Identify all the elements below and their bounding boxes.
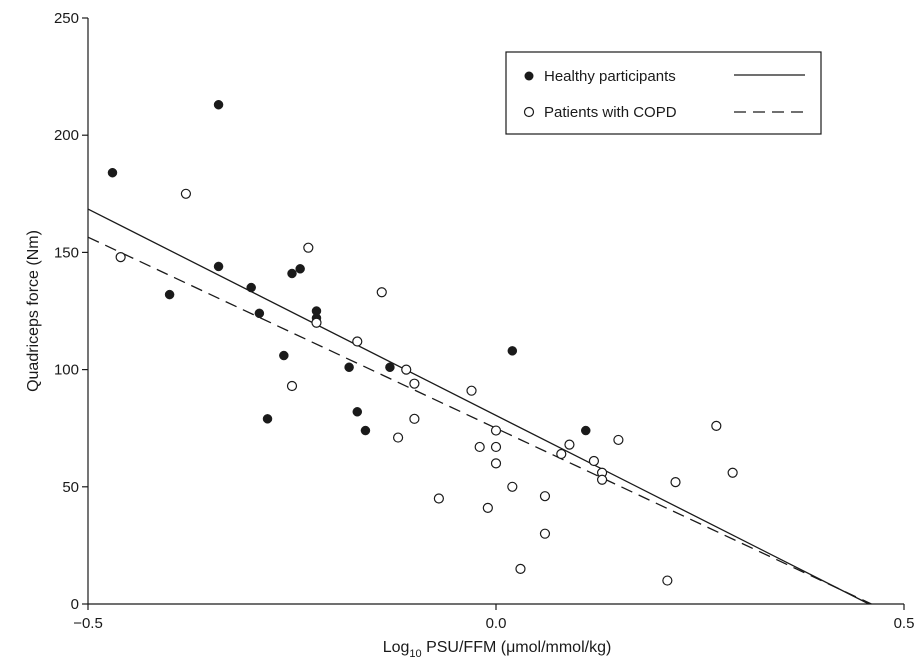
healthy-point	[352, 407, 363, 417]
y-tick-label: 150	[54, 244, 79, 261]
healthy-point	[295, 264, 305, 274]
copd-point	[409, 413, 420, 424]
y-axis-ticks: 0 50 100 150 200 250	[54, 10, 88, 613]
y-tick-label: 0	[71, 596, 79, 613]
y-tick-label: 200	[54, 127, 79, 144]
legend-copd-marker	[523, 106, 535, 118]
x-axis-title-prefix: Log	[383, 639, 410, 656]
healthy-point	[581, 425, 591, 436]
copd-point	[507, 481, 518, 492]
legend-box	[505, 51, 822, 135]
healthy-point	[107, 167, 118, 178]
legend-copd-label: Patients with COPD	[544, 104, 677, 121]
copd-point	[352, 336, 363, 347]
copd-point	[392, 432, 404, 443]
copd-point	[311, 317, 322, 328]
copd-point	[588, 455, 600, 467]
x-axis-ticks: −0.5 0.0 0.5	[73, 604, 914, 632]
healthy-point	[254, 308, 265, 319]
healthy-point	[385, 362, 395, 373]
x-tick-label: 0.0	[486, 615, 507, 632]
copd-point	[515, 563, 526, 574]
y-tick-label: 250	[54, 10, 79, 27]
copd-point	[711, 420, 722, 431]
copd-point	[613, 434, 624, 446]
copd-point	[286, 380, 298, 392]
copd-point	[539, 491, 551, 502]
healthy-point	[344, 362, 354, 373]
x-axis-title-suffix: PSU/FFM (μmol/mmol/kg)	[422, 639, 612, 656]
copd-point	[662, 575, 673, 586]
healthy-point	[213, 261, 224, 272]
x-axis-title: Log10 PSU/FFM (μmol/mmol/kg)	[383, 639, 612, 660]
y-axis-title: Quadriceps force (Nm)	[25, 230, 42, 392]
copd-point	[180, 188, 192, 199]
healthy-point	[287, 268, 297, 279]
healthy-point	[262, 414, 273, 424]
copd-point	[490, 425, 502, 436]
data-points	[107, 99, 738, 586]
y-tick-label: 50	[62, 479, 79, 496]
copd-point	[474, 441, 485, 453]
plot-area: 0 50 100 150 200 250 −0.5 0.0 0.5	[54, 10, 914, 632]
legend-healthy-marker	[524, 71, 534, 81]
copd-point	[482, 502, 493, 513]
healthy-point	[164, 289, 175, 300]
copd-point	[401, 364, 412, 375]
x-tick-label: 0.5	[894, 615, 914, 632]
healthy-fit-line	[87, 208, 870, 605]
copd-point	[303, 242, 314, 253]
healthy-point	[360, 425, 371, 436]
copd-point	[490, 458, 502, 469]
copd-point	[556, 448, 567, 460]
copd-point	[539, 528, 551, 539]
copd-point	[409, 378, 420, 389]
x-axis-title-subscript: 10	[409, 648, 421, 660]
healthy-point	[279, 350, 289, 361]
copd-point	[596, 474, 608, 485]
regression-lines	[87, 208, 872, 605]
copd-fit-line	[87, 236, 872, 605]
copd-point	[433, 493, 444, 504]
copd-point	[115, 251, 126, 263]
x-tick-label: −0.5	[73, 615, 103, 632]
y-tick-label: 100	[54, 362, 79, 379]
copd-point	[564, 439, 575, 450]
copd-point	[466, 385, 477, 396]
healthy-point	[246, 282, 256, 293]
healthy-point	[507, 346, 518, 356]
copd-point	[376, 287, 387, 298]
copd-point	[670, 477, 681, 488]
copd-point	[727, 467, 738, 478]
legend-healthy-label: Healthy participants	[544, 68, 676, 85]
legend: Healthy participants Patients with COPD	[505, 51, 822, 135]
copd-point	[490, 441, 502, 453]
healthy-point	[213, 99, 224, 110]
